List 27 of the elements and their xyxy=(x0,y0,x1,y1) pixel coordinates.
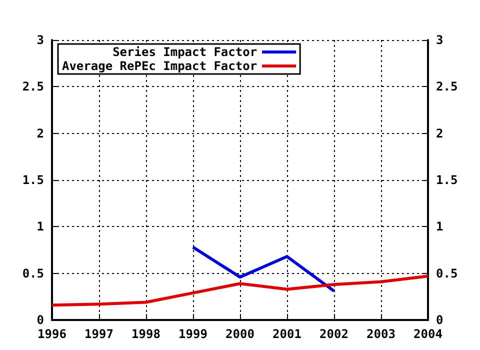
y-tick-label: 3 xyxy=(36,33,44,47)
x-tick-label: 1999 xyxy=(178,327,208,341)
line-series xyxy=(50,274,430,307)
y2-tick-label: 3 xyxy=(436,33,444,47)
y2-tick-label: 1 xyxy=(436,220,444,234)
line-series xyxy=(192,246,336,293)
x-tick-label: 2000 xyxy=(226,327,254,341)
x-tick-label: 2001 xyxy=(272,327,302,341)
y-tick-label: 2.5 xyxy=(22,80,44,94)
y2-tick-label: 0.5 xyxy=(436,266,458,280)
legend-label: Series Impact Factor xyxy=(112,45,258,59)
y-tick-label: 2 xyxy=(36,126,44,140)
x-tick-label: 2002 xyxy=(320,327,348,341)
y-tick-label: 1.5 xyxy=(22,173,44,187)
y2-tick-label: 2 xyxy=(436,126,444,140)
y2-tick-label: 2.5 xyxy=(436,80,458,94)
x-tick-label: 1996 xyxy=(38,327,66,341)
x-tick-label: 2004 xyxy=(414,327,442,341)
legend-label: Average RePEc Impact Factor xyxy=(62,59,258,73)
x-tick-label: 1997 xyxy=(84,327,114,341)
y2-tick-label: 1.5 xyxy=(436,173,458,187)
y-tick-label: 0 xyxy=(36,313,44,327)
y-tick-label: 1 xyxy=(36,220,44,234)
x-tick-label: 2003 xyxy=(366,327,396,341)
y-tick-label: 0.5 xyxy=(22,266,44,280)
y2-tick-label: 0 xyxy=(436,313,444,327)
x-tick-label: 1998 xyxy=(132,327,160,341)
